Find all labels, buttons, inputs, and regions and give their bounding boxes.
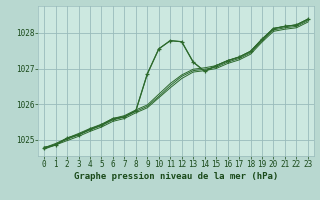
X-axis label: Graphe pression niveau de la mer (hPa): Graphe pression niveau de la mer (hPa) <box>74 172 278 181</box>
